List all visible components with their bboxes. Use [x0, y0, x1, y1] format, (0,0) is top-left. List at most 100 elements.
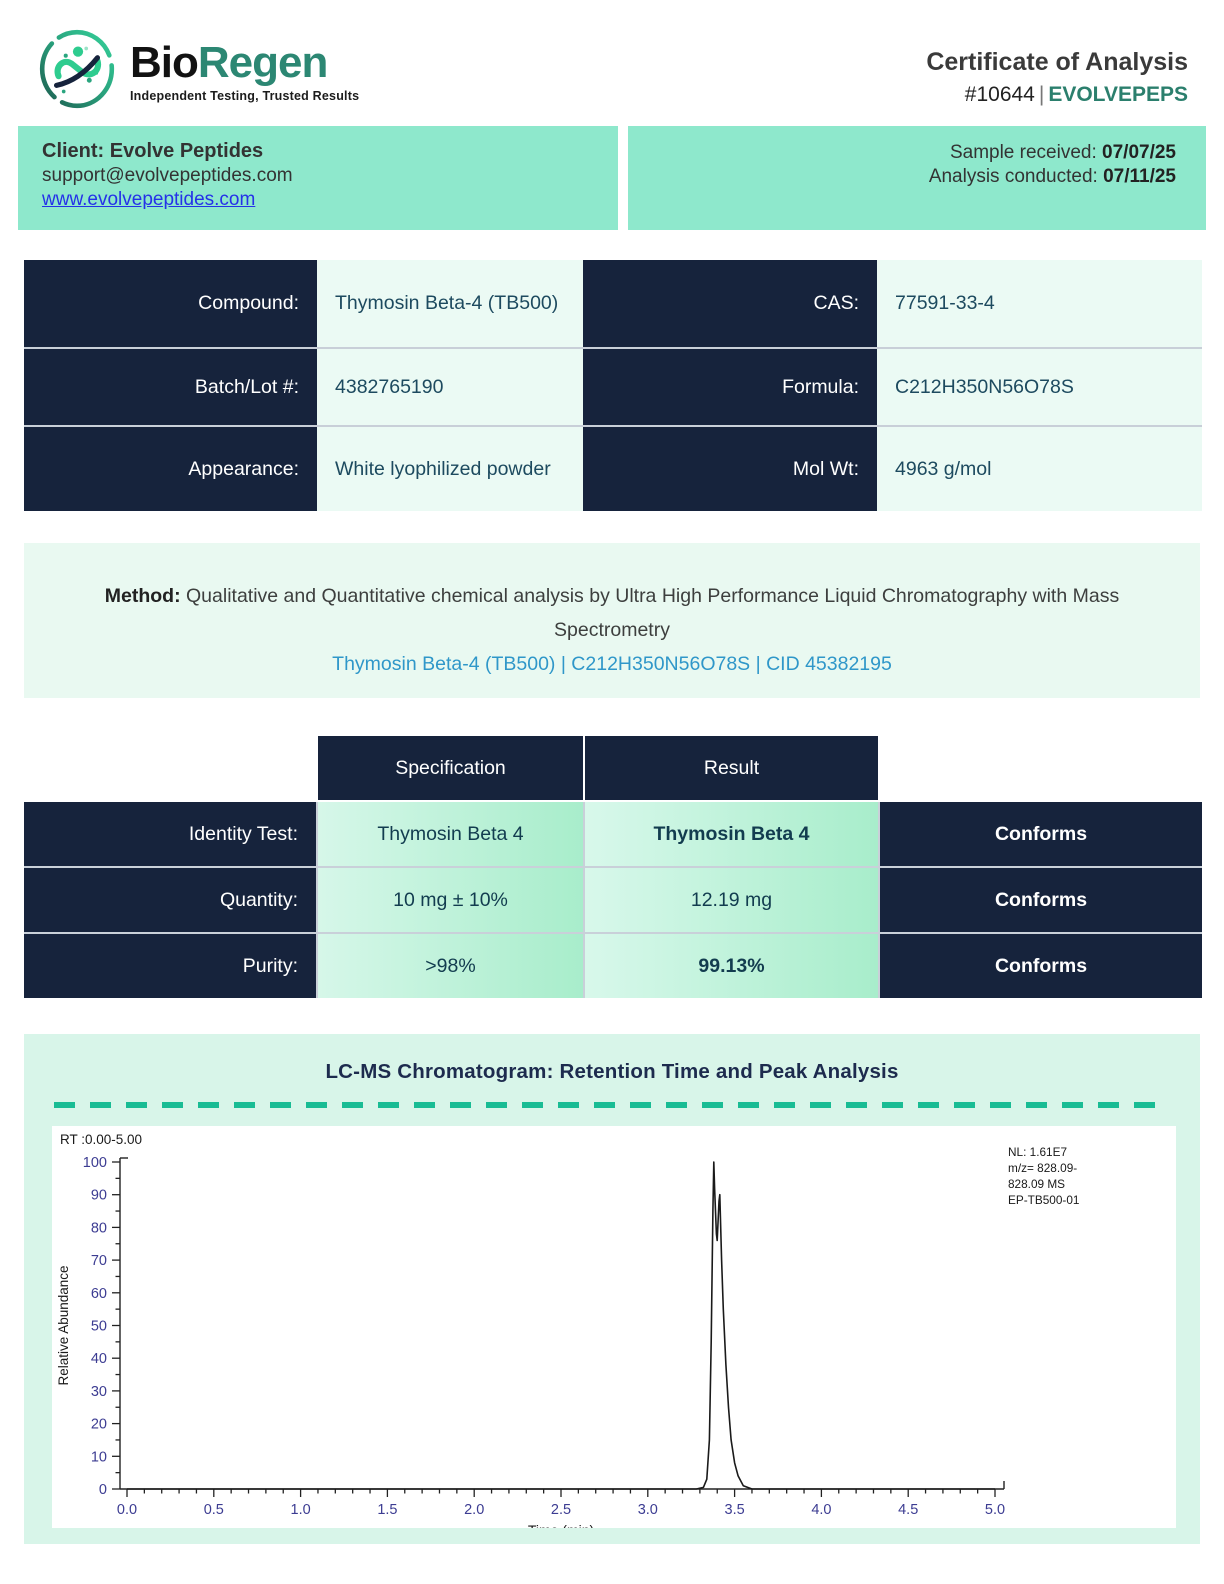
chromatogram-section: LC-MS Chromatogram: Retention Time and P… — [24, 1034, 1200, 1544]
x-tick-label: 2.5 — [551, 1502, 571, 1518]
brand-name: BioRegen — [130, 37, 359, 87]
spec-table-header: Specification Result — [24, 736, 1202, 800]
purity-result: 99.13% — [585, 934, 878, 998]
identity-test-result: Thymosin Beta 4 — [585, 802, 878, 866]
y-tick-label: 40 — [91, 1351, 107, 1367]
client-name: Client: Evolve Peptides — [42, 140, 264, 162]
page-header: BioRegen Independent Testing, Trusted Re… — [0, 0, 1224, 126]
formula-value: C212H350N56O78S — [877, 349, 1202, 425]
client-website-link[interactable]: www.evolvepeptides.com — [42, 189, 256, 210]
x-tick-label: 1.0 — [291, 1502, 311, 1518]
rt-range-label: RT :0.00-5.00 — [60, 1132, 143, 1147]
result-column-header: Result — [585, 736, 878, 800]
chromatogram-title: LC-MS Chromatogram: Retention Time and P… — [325, 1060, 899, 1083]
peak-annotation-line: 828.09 MS — [1008, 1177, 1065, 1191]
x-tick-label: 4.5 — [898, 1502, 918, 1518]
dashed-divider — [54, 1102, 1170, 1108]
x-tick-label: 5.0 — [985, 1502, 1005, 1518]
peak-annotation-line: m/z= 828.09- — [1008, 1161, 1077, 1175]
sample-received-line: Sample received: 07/07/25 — [652, 142, 1176, 164]
y-tick-label: 80 — [91, 1220, 107, 1236]
y-tick-label: 0 — [99, 1482, 107, 1498]
quantity-spec: 10 mg ± 10% — [318, 868, 583, 932]
quantity-label: Quantity: — [24, 868, 316, 932]
sample-received-date: 07/07/25 — [1102, 142, 1176, 163]
identity-test-status: Conforms — [880, 802, 1202, 866]
peak-annotation-line: EP-TB500-01 — [1008, 1193, 1079, 1207]
x-tick-label: 3.5 — [725, 1502, 745, 1518]
compound-reference-link[interactable]: Thymosin Beta-4 (TB500) | C212H350N56O78… — [332, 653, 892, 675]
brand-tagline: Independent Testing, Trusted Results — [130, 88, 360, 103]
method-section: Method: Qualitative and Quantitative che… — [24, 543, 1200, 698]
molwt-label: Mol Wt: — [583, 427, 877, 511]
analysis-conducted-line: Analysis conducted: 07/11/25 — [652, 166, 1176, 188]
purity-label: Purity: — [24, 934, 316, 998]
method-label: Method: — [104, 585, 181, 607]
x-tick-label: 1.5 — [377, 1502, 397, 1518]
chromatogram-trace — [127, 1161, 995, 1490]
method-text: Method: Qualitative and Quantitative che… — [94, 579, 1130, 647]
brand-logo: BioRegen Independent Testing, Trusted Re… — [36, 26, 359, 117]
chromatogram-plot: 0 10 20 30 40 50 60 70 80 90 100 0.0 0.5 1.0 1.5 2.0 2.5… — [56, 1145, 1079, 1528]
x-tick-label: 3.0 — [638, 1502, 658, 1518]
certificate-separator: | — [1038, 83, 1045, 106]
table-row: Batch/Lot #: 4382765190 Formula: C212H35… — [24, 349, 1202, 425]
purity-status: Conforms — [880, 934, 1202, 998]
batch-label: Batch/Lot #: — [24, 349, 317, 425]
x-tick-label: 4.0 — [811, 1502, 831, 1518]
bioregen-logo-icon — [36, 26, 118, 117]
x-tick-label: 2.0 — [464, 1502, 484, 1518]
certificate-title: Certificate of Analysis — [926, 48, 1188, 76]
client-details: Client: Evolve Peptides support@evolvepe… — [18, 126, 618, 230]
chromatogram-chart: RT :0.00-5.00 0 10 20 30 40 50 60 70 80 90 100 0.0 0… — [52, 1126, 1176, 1528]
y-tick-label: 30 — [91, 1384, 107, 1400]
y-tick-label: 10 — [91, 1449, 107, 1465]
client-info-bar: Client: Evolve Peptides support@evolvepe… — [18, 126, 1206, 230]
y-tick-label: 20 — [91, 1417, 107, 1433]
identity-test-spec: Thymosin Beta 4 — [318, 802, 583, 866]
sample-received-label: Sample received: — [949, 142, 1103, 163]
brand-name-bio: Bio — [130, 37, 199, 87]
analysis-conducted-label: Analysis conducted: — [928, 166, 1104, 187]
certificate-number: #10644 — [964, 83, 1035, 106]
certificate-subtitle: #10644 | EVOLVEPEPS — [926, 83, 1188, 107]
x-tick-label: 0.0 — [117, 1502, 137, 1518]
y-tick-label: 100 — [83, 1155, 107, 1171]
purity-spec: >98% — [318, 934, 583, 998]
y-tick-label: 60 — [91, 1286, 107, 1302]
cas-value: 77591-33-4 — [877, 260, 1202, 347]
brand-name-regen: Regen — [197, 37, 328, 87]
client-email: support@evolvepeptides.com — [42, 165, 293, 186]
formula-label: Formula: — [583, 349, 877, 425]
table-row: Compound: Thymosin Beta-4 (TB500) CAS: 7… — [24, 260, 1202, 347]
specification-column-header: Specification — [318, 736, 583, 800]
molwt-value: 4963 g/mol — [877, 427, 1202, 511]
identity-test-label: Identity Test: — [24, 802, 316, 866]
y-axis-label: Relative Abundance — [56, 1265, 71, 1385]
appearance-label: Appearance: — [24, 427, 317, 511]
compound-value: Thymosin Beta-4 (TB500) — [317, 260, 583, 347]
peak-annotation-line: NL: 1.61E7 — [1008, 1145, 1067, 1159]
analysis-conducted-date: 07/11/25 — [1103, 166, 1176, 187]
table-row: Appearance: White lyophilized powder Mol… — [24, 427, 1202, 511]
y-tick-label: 50 — [91, 1319, 107, 1335]
specification-result-table: Specification Result Identity Test: Thym… — [24, 736, 1202, 998]
spec-table-body: Identity Test: Thymosin Beta 4 Thymosin … — [24, 802, 1202, 998]
quantity-status: Conforms — [880, 868, 1202, 932]
table-row: Purity: >98% 99.13% Conforms — [24, 934, 1202, 998]
table-row: Identity Test: Thymosin Beta 4 Thymosin … — [24, 802, 1202, 866]
cas-label: CAS: — [583, 260, 877, 347]
compound-label: Compound: — [24, 260, 317, 347]
y-tick-label: 70 — [91, 1253, 107, 1269]
x-axis-label: Time (min) — [528, 1522, 594, 1528]
table-row: Quantity: 10 mg ± 10% 12.19 mg Conforms — [24, 868, 1202, 932]
client-code: EVOLVEPEPS — [1048, 83, 1188, 106]
method-description: Qualitative and Quantitative chemical an… — [180, 585, 1120, 641]
x-tick-label: 0.5 — [204, 1502, 224, 1518]
compound-info-table: Compound: Thymosin Beta-4 (TB500) CAS: 7… — [24, 260, 1202, 511]
appearance-value: White lyophilized powder — [317, 427, 583, 511]
batch-value: 4382765190 — [317, 349, 583, 425]
sample-dates: Sample received: 07/07/25 Analysis condu… — [628, 126, 1206, 230]
y-tick-label: 90 — [91, 1188, 107, 1204]
quantity-result: 12.19 mg — [585, 868, 878, 932]
